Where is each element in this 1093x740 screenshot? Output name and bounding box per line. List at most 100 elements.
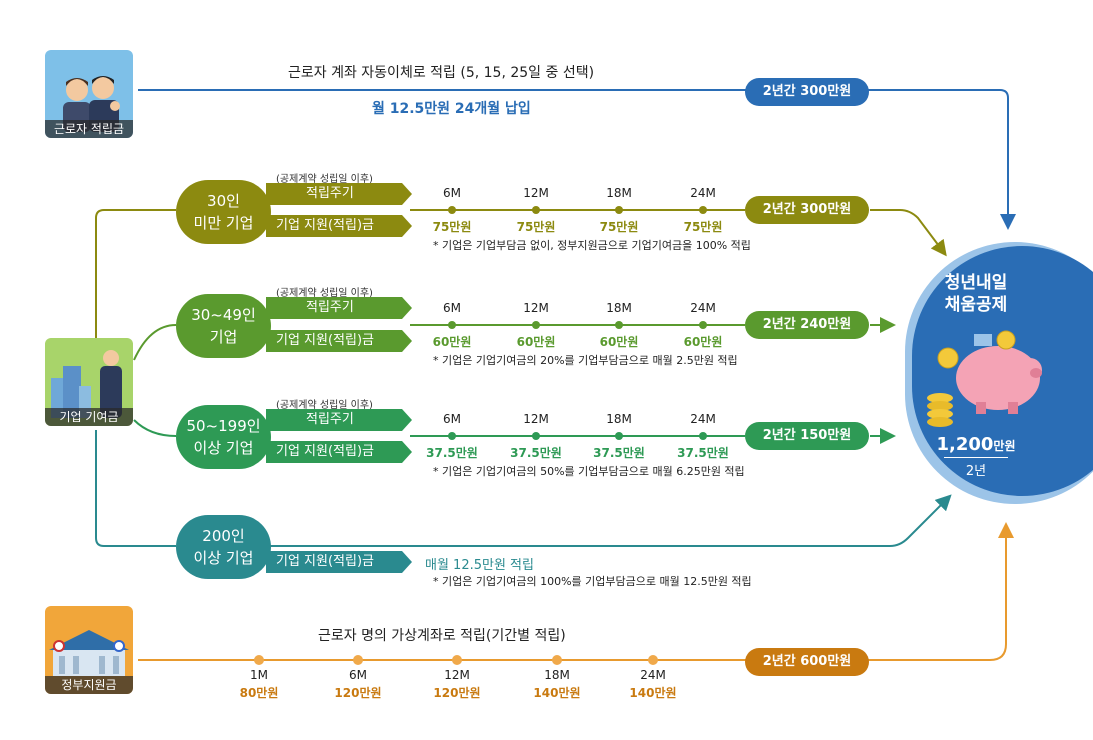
tier-3-note: * 기업은 기업기여금의 50%를 기업부담금으로 매월 6.25만원 적립 bbox=[433, 465, 745, 478]
tier-2-name-line1: 30~49인 bbox=[191, 306, 256, 324]
company-trunk-upper bbox=[95, 209, 176, 345]
tier-1-name-line1: 30인 bbox=[207, 192, 240, 210]
worker-total-pill: 2년간 300만원 bbox=[745, 78, 869, 106]
tier-2-period-label: 적립주기 bbox=[306, 300, 354, 315]
tier-1-period-3: 18M bbox=[606, 186, 632, 200]
tier-1-amount-1: 75만원 bbox=[432, 220, 472, 234]
tier-3-name-line2: 이상 기업 bbox=[193, 439, 254, 457]
tier-1-amount-2: 75만원 bbox=[516, 220, 556, 234]
tier-1-total-pill: 2년간 300만원 bbox=[745, 196, 869, 224]
tier-2-amount-2: 60만원 bbox=[516, 335, 556, 349]
tier-3-amount-4: 37.5만원 bbox=[677, 446, 729, 460]
tier-2-name-line2: 기업 bbox=[209, 328, 238, 346]
tier-4-note: * 기업은 기업기여금의 100%를 기업부담금으로 매월 12.5만원 적립 bbox=[433, 575, 752, 588]
tier-1-period-1: 6M bbox=[443, 186, 461, 200]
tier-2-amount-3: 60만원 bbox=[599, 335, 639, 349]
tier-1-amount-3: 75만원 bbox=[599, 220, 639, 234]
tier-1-period-4: 24M bbox=[690, 186, 716, 200]
tier-2-support-label: 기업 지원(적립)금 bbox=[276, 333, 374, 348]
gov-dot-4 bbox=[552, 655, 562, 665]
gov-period-1: 1M bbox=[250, 668, 268, 682]
tier-3-period-2: 12M bbox=[523, 412, 549, 426]
tier-2-dot-3 bbox=[615, 321, 623, 329]
government-building-illustration bbox=[49, 630, 129, 676]
gov-amount-4: 140만원 bbox=[533, 686, 581, 700]
tier-3-name-line1: 50~199인 bbox=[186, 417, 261, 435]
tier-1-period-label: 적립주기 bbox=[306, 186, 354, 201]
result-amount-unit: 만원 bbox=[993, 439, 1016, 453]
worker-tile-label: 근로자 적립금 bbox=[45, 120, 133, 138]
gov-dot-1 bbox=[254, 655, 264, 665]
tier-3-amount-2: 37.5만원 bbox=[510, 446, 562, 460]
gov-dot-3 bbox=[452, 655, 462, 665]
tier-1-note: * 기업은 기업부담금 없이, 정부지원금으로 기업기여금을 100% 적립 bbox=[433, 239, 751, 252]
tier-3-dot-4 bbox=[699, 432, 707, 440]
tier-3-period-4: 24M bbox=[690, 412, 716, 426]
tier-2-dot-1 bbox=[448, 321, 456, 329]
tier-3-dot-2 bbox=[532, 432, 540, 440]
gov-period-2: 6M bbox=[349, 668, 367, 682]
tier-1-amount-4: 75만원 bbox=[683, 220, 723, 234]
gov-amount-2: 120만원 bbox=[334, 686, 382, 700]
gov-total-pill: 2년간 600만원 bbox=[745, 648, 869, 676]
tier-1-name-line2: 미만 기업 bbox=[193, 214, 254, 232]
result-title-line2: 채움공제 bbox=[944, 295, 1008, 315]
result-period: 2년 bbox=[965, 464, 987, 479]
result-circle: 청년내일 채움공제 1,200만원 2년 bbox=[912, 246, 1093, 496]
tier-3-dot-1 bbox=[448, 432, 456, 440]
tier-4-support-label: 기업 지원(적립)금 bbox=[276, 554, 374, 569]
tier-1-small-label: (공제계약 성립일 이후) bbox=[276, 174, 373, 185]
tier-2-small-label: (공제계약 성립일 이후) bbox=[276, 288, 373, 299]
gov-tile-label: 정부지원금 bbox=[45, 676, 133, 694]
tier-3-total-pill: 2년간 150만원 bbox=[745, 422, 869, 450]
tier-4-name-line1: 200인 bbox=[202, 527, 245, 545]
company-tile: 기업 기여금 bbox=[45, 338, 133, 426]
worker-tile: 근로자 적립금 bbox=[45, 50, 133, 138]
gov-tile: 정부지원금 bbox=[45, 606, 133, 694]
tier-4-monthly: 매월 12.5만원 적립 bbox=[425, 558, 534, 573]
gov-amount-3: 120만원 bbox=[433, 686, 481, 700]
tier-1-period-2: 12M bbox=[523, 186, 549, 200]
result-amount: 1,200 bbox=[936, 434, 994, 455]
gov-amount-5: 140만원 bbox=[629, 686, 677, 700]
tier-3-amount-3: 37.5만원 bbox=[593, 446, 645, 460]
tier-2-period-1: 6M bbox=[443, 301, 461, 315]
tier-2-dot-4 bbox=[699, 321, 707, 329]
gov-period-3: 12M bbox=[444, 668, 470, 682]
tier-2-period-2: 12M bbox=[523, 301, 549, 315]
tier-2-dot-2 bbox=[532, 321, 540, 329]
tier-1-dot-4 bbox=[699, 206, 707, 214]
tier-3-amount-1: 37.5만원 bbox=[426, 446, 478, 460]
gov-amount-1: 80만원 bbox=[239, 686, 279, 700]
result-amount-block: 1,200만원 2년 bbox=[912, 434, 1040, 479]
tier-3-support-label: 기업 지원(적립)금 bbox=[276, 444, 374, 459]
gov-period-4: 18M bbox=[544, 668, 570, 682]
tier-2-amount-4: 60만원 bbox=[683, 335, 723, 349]
tier-2-period-3: 18M bbox=[606, 301, 632, 315]
piggy-bank-icon bbox=[927, 330, 1042, 427]
tier-2-amount-1: 60만원 bbox=[432, 335, 472, 349]
tier-2-period-4: 24M bbox=[690, 301, 716, 315]
tier-4-name-line2: 이상 기업 bbox=[193, 549, 254, 567]
company-tile-label: 기업 기여금 bbox=[45, 408, 133, 426]
tier-3-dot-3 bbox=[615, 432, 623, 440]
company-illustration bbox=[51, 350, 122, 418]
tier-1-dot-3 bbox=[615, 206, 623, 214]
worker-flow-line bbox=[138, 89, 1016, 230]
tier-3-period-label: 적립주기 bbox=[306, 412, 354, 427]
tier-1-dot-1 bbox=[448, 206, 456, 214]
tier-3-small-label: (공제계약 성립일 이후) bbox=[276, 400, 373, 411]
worker-subtitle: 월 12.5만원 24개월 납입 bbox=[372, 101, 531, 117]
gov-dot-2 bbox=[353, 655, 363, 665]
tier-1-support-label: 기업 지원(적립)금 bbox=[276, 218, 374, 233]
tier-3-period-3: 18M bbox=[606, 412, 632, 426]
tier-1-dot-2 bbox=[532, 206, 540, 214]
gov-dot-5 bbox=[648, 655, 658, 665]
gov-title: 근로자 명의 가상계좌로 적립(기간별 적립) bbox=[318, 628, 566, 644]
gov-period-5: 24M bbox=[640, 668, 666, 682]
